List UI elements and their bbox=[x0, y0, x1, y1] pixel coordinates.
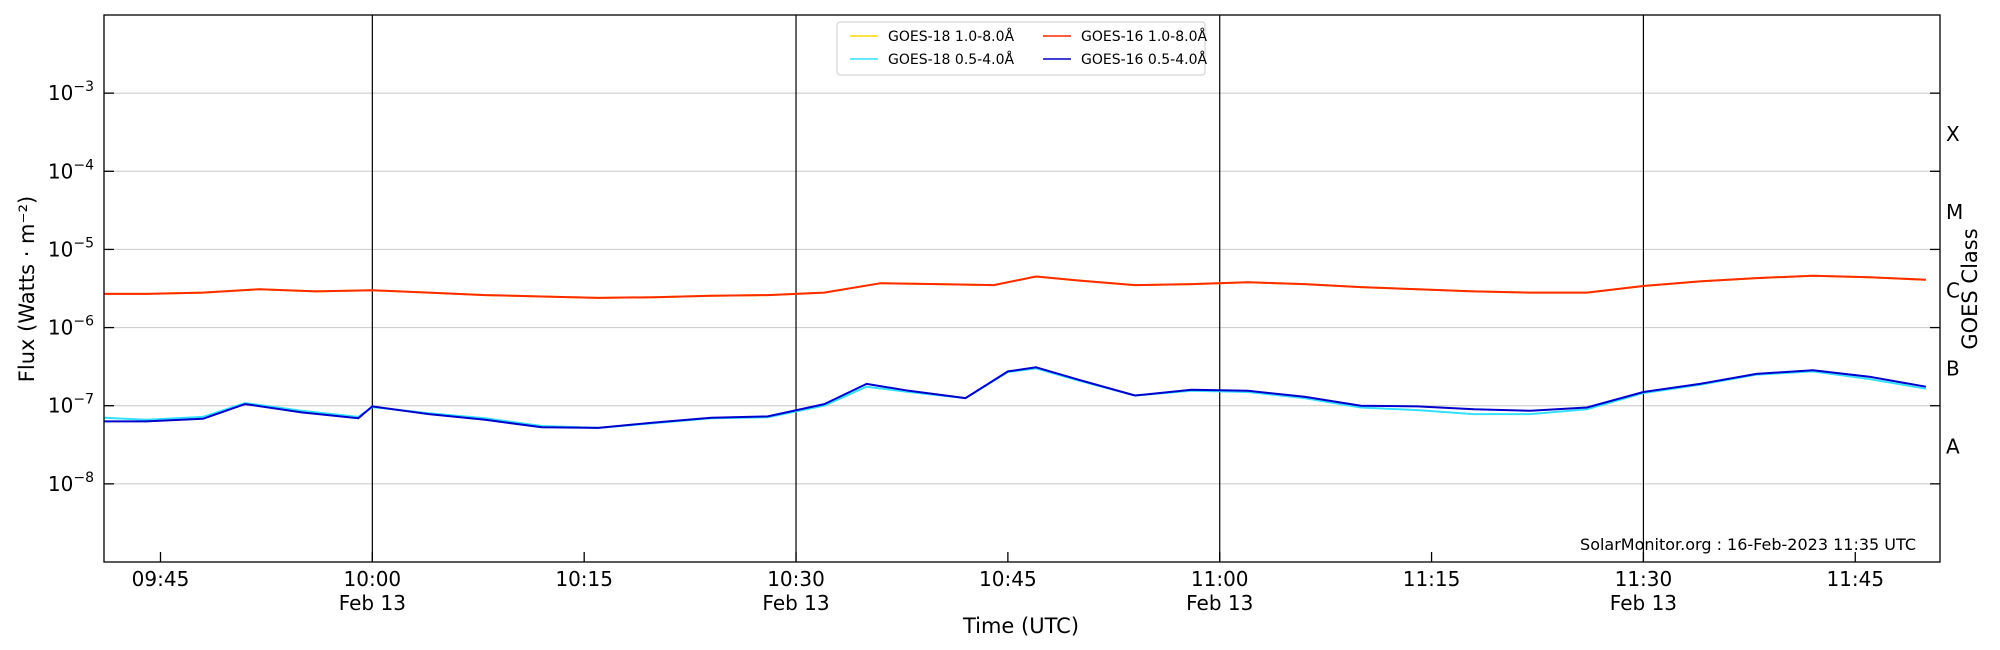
legend-label: GOES-16 1.0-8.0Å bbox=[1081, 28, 1207, 45]
series-lines bbox=[103, 274, 1927, 429]
y-axis-title: Flux (Watts · m⁻²) bbox=[15, 196, 39, 382]
x-tick-label: 10:45 bbox=[979, 567, 1037, 591]
legend-label: GOES-18 0.5-4.0Å bbox=[888, 51, 1014, 68]
series-line-1 bbox=[103, 367, 1927, 429]
x-tick-date-label: Feb 13 bbox=[1186, 591, 1253, 615]
legend: GOES-18 1.0-8.0Å GOES-18 0.5-4.0Å GOES-16 … bbox=[836, 21, 1207, 76]
grid bbox=[104, 92, 1940, 485]
x-tick-label: 10:15 bbox=[555, 567, 613, 591]
y-tick-label: 10−6 bbox=[48, 314, 94, 340]
goes-class-label: A bbox=[1946, 435, 1960, 459]
x-tick-label: 11:00 bbox=[1191, 567, 1249, 591]
series-line-2 bbox=[104, 274, 1926, 299]
y-tick-label: 10−3 bbox=[48, 79, 94, 105]
series-line-0 bbox=[104, 274, 1926, 299]
x-tick-date-label: Feb 13 bbox=[762, 591, 829, 615]
goes-class-label: C bbox=[1946, 278, 1960, 302]
y-tick-label: 10−4 bbox=[48, 157, 94, 183]
y-tick-label: 10−7 bbox=[48, 392, 94, 418]
series-line-3 bbox=[104, 366, 1927, 429]
y-tick-label: 10−8 bbox=[48, 470, 94, 496]
x-tick-label: 10:30 bbox=[767, 567, 825, 591]
x-tick-label: 11:30 bbox=[1615, 567, 1673, 591]
x-tick-date-label: Feb 13 bbox=[1610, 591, 1677, 615]
y-tick-label: 10−5 bbox=[48, 235, 94, 261]
y-axis-right-title: GOES Class bbox=[1958, 228, 1982, 349]
x-tick-date-label: Feb 13 bbox=[339, 591, 406, 615]
goes-class-label: X bbox=[1946, 122, 1960, 146]
legend-label: GOES-16 0.5-4.0Å bbox=[1081, 51, 1207, 68]
goes-class-labels: A B C M X bbox=[1946, 122, 1963, 459]
x-tick-label: 09:45 bbox=[132, 567, 190, 591]
x-tick-label: 11:45 bbox=[1826, 567, 1884, 591]
x-tick-label: 11:15 bbox=[1403, 567, 1461, 591]
y-axis-ticks: 10−8 10−7 10−6 10−5 10−4 10−3 bbox=[48, 79, 1940, 496]
legend-box bbox=[836, 21, 1206, 76]
goes-class-label: B bbox=[1946, 356, 1960, 380]
legend-label: GOES-18 1.0-8.0Å bbox=[888, 28, 1014, 45]
day-boundary-lines bbox=[371, 15, 1645, 562]
x-tick-label: 10:00 bbox=[344, 567, 402, 591]
credit-annotation: SolarMonitor.org : 16-Feb-2023 11:35 UTC bbox=[1580, 535, 1916, 554]
x-axis-title: Time (UTC) bbox=[962, 614, 1079, 638]
goes-class-label: M bbox=[1946, 200, 1963, 224]
plot-frame bbox=[103, 14, 1941, 563]
